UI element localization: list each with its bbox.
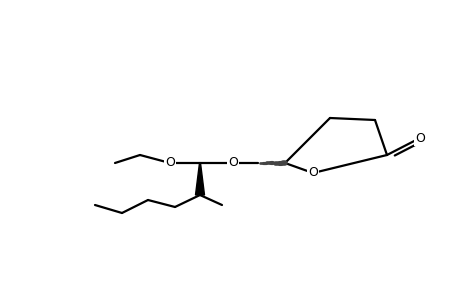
Polygon shape — [195, 163, 204, 195]
Text: O: O — [414, 131, 424, 145]
Text: O: O — [165, 157, 174, 169]
Text: O: O — [228, 157, 237, 169]
Text: O: O — [308, 167, 317, 179]
